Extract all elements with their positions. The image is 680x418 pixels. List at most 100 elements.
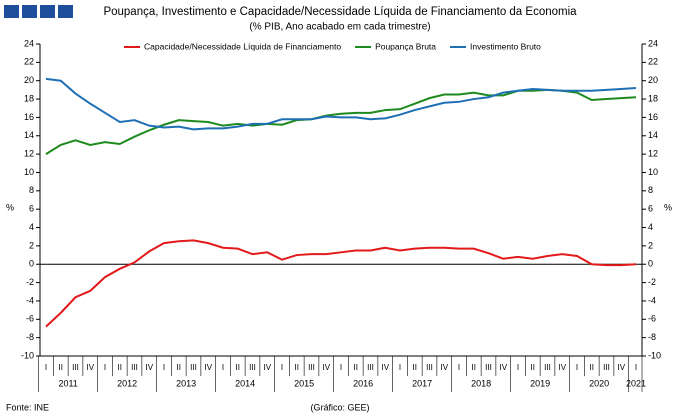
x-tick-label: IV bbox=[617, 363, 625, 372]
series-line bbox=[45, 239, 637, 328]
y2-tick-label: 12 bbox=[648, 148, 658, 158]
x-tick-label: IV bbox=[204, 363, 212, 372]
y-tick-label: -10 bbox=[21, 350, 34, 360]
year-label: 2014 bbox=[235, 378, 255, 388]
y-tick-label: 24 bbox=[24, 38, 34, 48]
legend-label: Poupança Bruta bbox=[375, 41, 436, 51]
y-tick-label: 20 bbox=[24, 75, 34, 85]
source: Fonte: INE bbox=[6, 402, 49, 412]
x-tick-label: IV bbox=[263, 363, 271, 372]
x-tick-label: I bbox=[576, 363, 578, 372]
y2-tick-label: 4 bbox=[648, 222, 653, 232]
year-label: 2017 bbox=[412, 378, 432, 388]
y2-tick-label: 24 bbox=[648, 38, 658, 48]
y-tick-label: 8 bbox=[29, 185, 34, 195]
x-tick-label: IV bbox=[440, 363, 448, 372]
x-tick-label: III bbox=[426, 363, 433, 372]
x-tick-label: I bbox=[458, 363, 460, 372]
y-tick-label: -4 bbox=[26, 295, 34, 305]
x-tick-label: III bbox=[131, 363, 138, 372]
x-tick-label: I bbox=[222, 363, 224, 372]
x-tick-label: IV bbox=[322, 363, 330, 372]
x-tick-label: IV bbox=[381, 363, 389, 372]
y2-tick-label: 8 bbox=[648, 185, 653, 195]
y-tick-label: 0 bbox=[29, 259, 34, 269]
x-tick-label: III bbox=[367, 363, 374, 372]
y-tick-label: 2 bbox=[29, 240, 34, 250]
x-tick-label: I bbox=[281, 363, 283, 372]
x-tick-label: III bbox=[308, 363, 315, 372]
x-tick-label: III bbox=[544, 363, 551, 372]
year-label: 2013 bbox=[176, 378, 196, 388]
x-tick-label: I bbox=[399, 363, 401, 372]
logo-square bbox=[40, 5, 55, 18]
x-tick-label: I bbox=[340, 363, 342, 372]
x-tick-label: IV bbox=[145, 363, 153, 372]
logo-square bbox=[22, 5, 37, 18]
series-line bbox=[45, 88, 637, 155]
x-tick-label: III bbox=[72, 363, 79, 372]
y2-tick-label: -10 bbox=[648, 350, 661, 360]
x-tick-label: II bbox=[295, 363, 299, 372]
year-label: 2012 bbox=[117, 378, 137, 388]
x-tick-label: III bbox=[190, 363, 197, 372]
x-tick-label: II bbox=[531, 363, 535, 372]
x-tick-label: IV bbox=[558, 363, 566, 372]
y2-tick-label: 2 bbox=[648, 240, 653, 250]
y2-tick-label: 20 bbox=[648, 75, 658, 85]
y2-tick-label: -4 bbox=[648, 295, 656, 305]
x-tick-label: II bbox=[590, 363, 594, 372]
y-tick-label: 18 bbox=[24, 93, 34, 103]
y2-tick-label: -6 bbox=[648, 314, 656, 324]
chart-subtitle: (% PIB, Ano acabado em cada trimestre) bbox=[249, 22, 430, 33]
y-tick-label: -2 bbox=[26, 277, 34, 287]
x-tick-label: I bbox=[635, 363, 637, 372]
y2-tick-label: 18 bbox=[648, 93, 658, 103]
x-tick-label: I bbox=[104, 363, 106, 372]
legend-label: Investimento Bruto bbox=[470, 41, 541, 51]
x-tick-label: III bbox=[249, 363, 256, 372]
y2-tick-label: 6 bbox=[648, 204, 653, 214]
y2-tick-label: 22 bbox=[648, 57, 658, 67]
x-tick-label: IV bbox=[86, 363, 94, 372]
y2-tick-label: 0 bbox=[648, 259, 653, 269]
x-tick-label: II bbox=[177, 363, 181, 372]
x-tick-label: I bbox=[517, 363, 519, 372]
y-tick-label: 22 bbox=[24, 57, 34, 67]
x-tick-label: IV bbox=[499, 363, 507, 372]
year-label: 2019 bbox=[530, 378, 550, 388]
y-tick-label: 14 bbox=[24, 130, 34, 140]
y2-tick-label: -8 bbox=[648, 332, 656, 342]
y-axis-label: % bbox=[6, 202, 14, 212]
y2-tick-label: -2 bbox=[648, 277, 656, 287]
y-tick-label: 10 bbox=[24, 167, 34, 177]
x-tick-label: II bbox=[118, 363, 122, 372]
y2-tick-label: 14 bbox=[648, 130, 658, 140]
x-tick-label: I bbox=[45, 363, 47, 372]
y-tick-label: -6 bbox=[26, 314, 34, 324]
y2-tick-label: 10 bbox=[648, 167, 658, 177]
chart-title: Poupança, Investimento e Capacidade/Nece… bbox=[103, 6, 577, 18]
y2-axis-label: % bbox=[664, 202, 672, 212]
credit: (Gráfico: GEE) bbox=[310, 402, 369, 412]
logo-square bbox=[4, 5, 19, 18]
x-tick-label: II bbox=[59, 363, 63, 372]
logo-square bbox=[58, 5, 73, 18]
series-line bbox=[45, 77, 637, 131]
year-label: 2015 bbox=[294, 378, 314, 388]
x-tick-label: III bbox=[603, 363, 610, 372]
year-label: 2016 bbox=[353, 378, 373, 388]
legend-label: Capacidade/Necessidade Líquida de Financ… bbox=[144, 41, 341, 51]
x-tick-label: I bbox=[163, 363, 165, 372]
year-label: 2011 bbox=[58, 378, 77, 388]
year-label: 2018 bbox=[471, 378, 491, 388]
x-tick-label: II bbox=[354, 363, 358, 372]
x-tick-label: III bbox=[485, 363, 492, 372]
x-tick-label: II bbox=[413, 363, 417, 372]
x-tick-label: II bbox=[472, 363, 476, 372]
y-tick-label: 12 bbox=[24, 148, 34, 158]
year-label: 2020 bbox=[589, 378, 609, 388]
y-tick-label: 16 bbox=[24, 112, 34, 122]
x-tick-label: II bbox=[236, 363, 240, 372]
